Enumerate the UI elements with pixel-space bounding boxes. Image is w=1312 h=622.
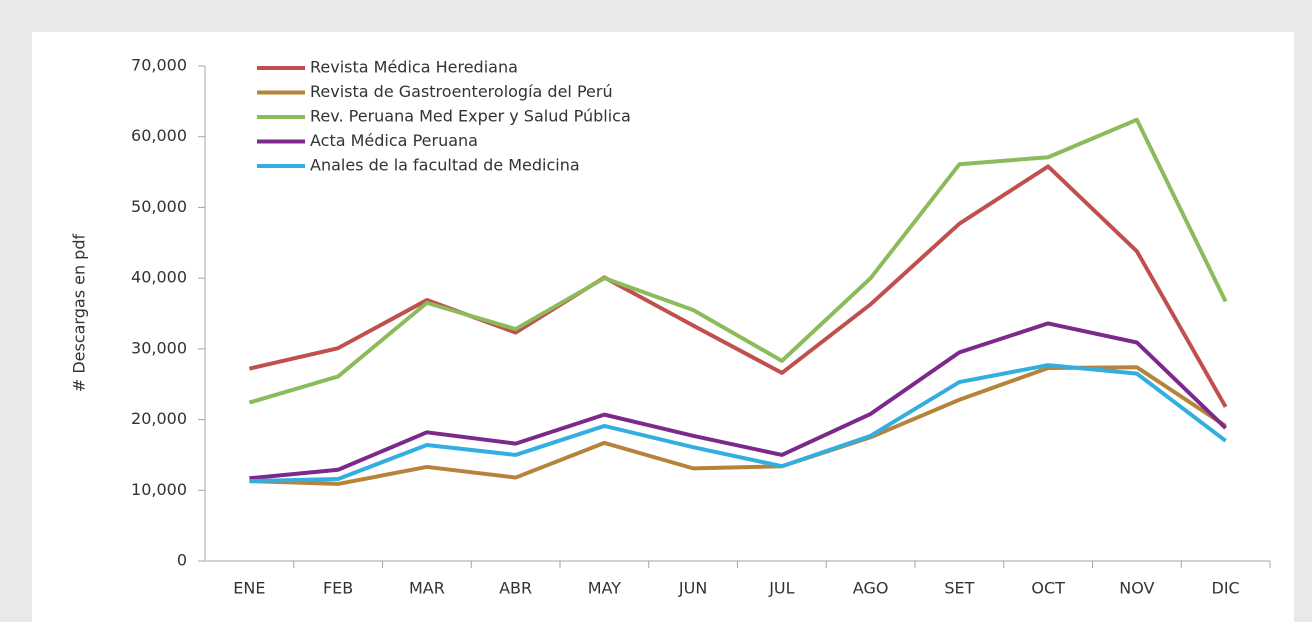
x-tick-label: NOV [1119,579,1154,598]
x-tick-label: ENE [233,579,265,598]
y-tick-label: 0 [177,551,187,570]
y-tick-label: 60,000 [131,126,187,145]
legend-label: Rev. Peruana Med Exper y Salud Pública [310,107,631,126]
y-tick-label: 70,000 [131,56,187,75]
legend-label: Revista Médica Herediana [310,58,518,77]
legend-label: Anales de la facultad de Medicina [310,156,580,175]
y-tick-label: 20,000 [131,409,187,428]
y-tick-label: 30,000 [131,338,187,357]
x-tick-label: JUN [678,579,707,598]
series-line [248,164,1228,408]
panel [32,32,1294,622]
x-tick-label: AGO [853,579,889,598]
x-tick-label: DIC [1212,579,1240,598]
series-line [249,321,1228,481]
legend-label: Acta Médica Peruana [310,131,478,150]
y-tick-label: 10,000 [131,480,187,499]
y-tick-label: 40,000 [131,268,187,287]
x-tick-label: ABR [499,579,532,598]
series-line [249,363,1227,484]
x-tick-label: FEB [323,579,353,598]
y-tick-label: 50,000 [131,197,187,216]
x-tick-label: MAY [588,579,622,598]
legend-label: Revista de Gastroenterología del Perú [310,82,613,101]
series-line [248,117,1228,405]
x-tick-label: SET [944,579,974,598]
x-tick-label: MAR [409,579,445,598]
x-tick-label: OCT [1031,579,1065,598]
y-axis-label: # Descargas en pdf [70,233,89,392]
x-tick-label: JUL [768,579,794,598]
